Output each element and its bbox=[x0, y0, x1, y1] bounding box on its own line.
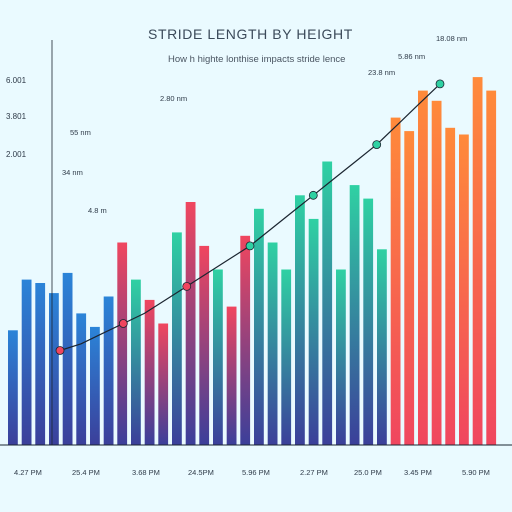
x-tick-label: 2.27 PM bbox=[300, 468, 328, 477]
bar bbox=[404, 131, 415, 445]
bar bbox=[459, 134, 469, 445]
bar bbox=[131, 279, 141, 445]
bar bbox=[62, 272, 73, 445]
bar bbox=[308, 218, 319, 445]
annotation-label: 55 nm bbox=[70, 128, 91, 137]
bar bbox=[76, 313, 87, 445]
trend-point bbox=[118, 319, 128, 328]
annotation-label: 5.86 nm bbox=[398, 52, 426, 61]
bar bbox=[349, 185, 360, 445]
x-tick-label: 3.45 PM bbox=[404, 468, 432, 477]
bar bbox=[117, 242, 128, 445]
bar bbox=[322, 161, 333, 445]
bar bbox=[295, 195, 305, 446]
annotation-label: 2.80 nm bbox=[160, 94, 188, 103]
x-tick-label: 4.27 PM bbox=[14, 468, 42, 477]
bar bbox=[144, 299, 155, 445]
trend-point bbox=[182, 281, 192, 291]
bar bbox=[35, 283, 46, 445]
bar bbox=[185, 202, 196, 445]
bar bbox=[390, 117, 401, 445]
annotation-label: 23.8 nm bbox=[368, 68, 396, 77]
bar bbox=[281, 269, 292, 445]
annotation-label: 34 nm bbox=[62, 168, 83, 177]
bar bbox=[158, 323, 169, 445]
y-tick-label: 3.801 bbox=[6, 112, 27, 121]
y-tick-label: 2.001 bbox=[6, 150, 27, 159]
trend-group bbox=[55, 79, 445, 355]
bar bbox=[418, 90, 428, 445]
bar bbox=[363, 198, 374, 445]
bar bbox=[445, 127, 456, 446]
bar bbox=[267, 242, 278, 445]
bar bbox=[377, 249, 387, 446]
trend-point bbox=[55, 346, 65, 355]
trend-point bbox=[435, 79, 445, 89]
bar bbox=[472, 77, 483, 445]
annotation-label: 18.08 nm bbox=[436, 34, 468, 43]
bar bbox=[254, 208, 264, 446]
chart-subtitle: How h highte lonthise impacts stride len… bbox=[168, 54, 346, 65]
bar bbox=[226, 306, 237, 445]
annotation-label: 4.8 m bbox=[88, 206, 107, 215]
bar bbox=[8, 330, 18, 446]
chart-title: STRIDE LENGTH BY HEIGHT bbox=[148, 26, 353, 42]
x-tick-label: 5.96 PM bbox=[242, 468, 270, 477]
bar bbox=[240, 235, 251, 446]
bar bbox=[431, 100, 442, 446]
trend-point bbox=[308, 190, 318, 200]
x-tick-label: 25.0 PM bbox=[354, 468, 382, 477]
bar bbox=[213, 269, 223, 445]
bar bbox=[103, 296, 114, 445]
bar bbox=[90, 326, 100, 445]
x-tick-label: 24.5PM bbox=[188, 468, 214, 477]
bar bbox=[336, 269, 346, 445]
bar bbox=[486, 90, 497, 445]
bar bbox=[199, 245, 210, 445]
bars-group bbox=[8, 77, 497, 446]
bar bbox=[21, 279, 32, 445]
x-tick-label: 25.4 PM bbox=[72, 468, 100, 477]
x-tick-label: 5.90 PM bbox=[462, 468, 490, 477]
y-tick-label: 6.001 bbox=[6, 76, 27, 85]
trend-point bbox=[372, 140, 382, 150]
trend-point bbox=[245, 241, 255, 251]
bar bbox=[172, 232, 182, 445]
x-tick-label: 3.68 PM bbox=[132, 468, 160, 477]
bar bbox=[49, 293, 59, 445]
